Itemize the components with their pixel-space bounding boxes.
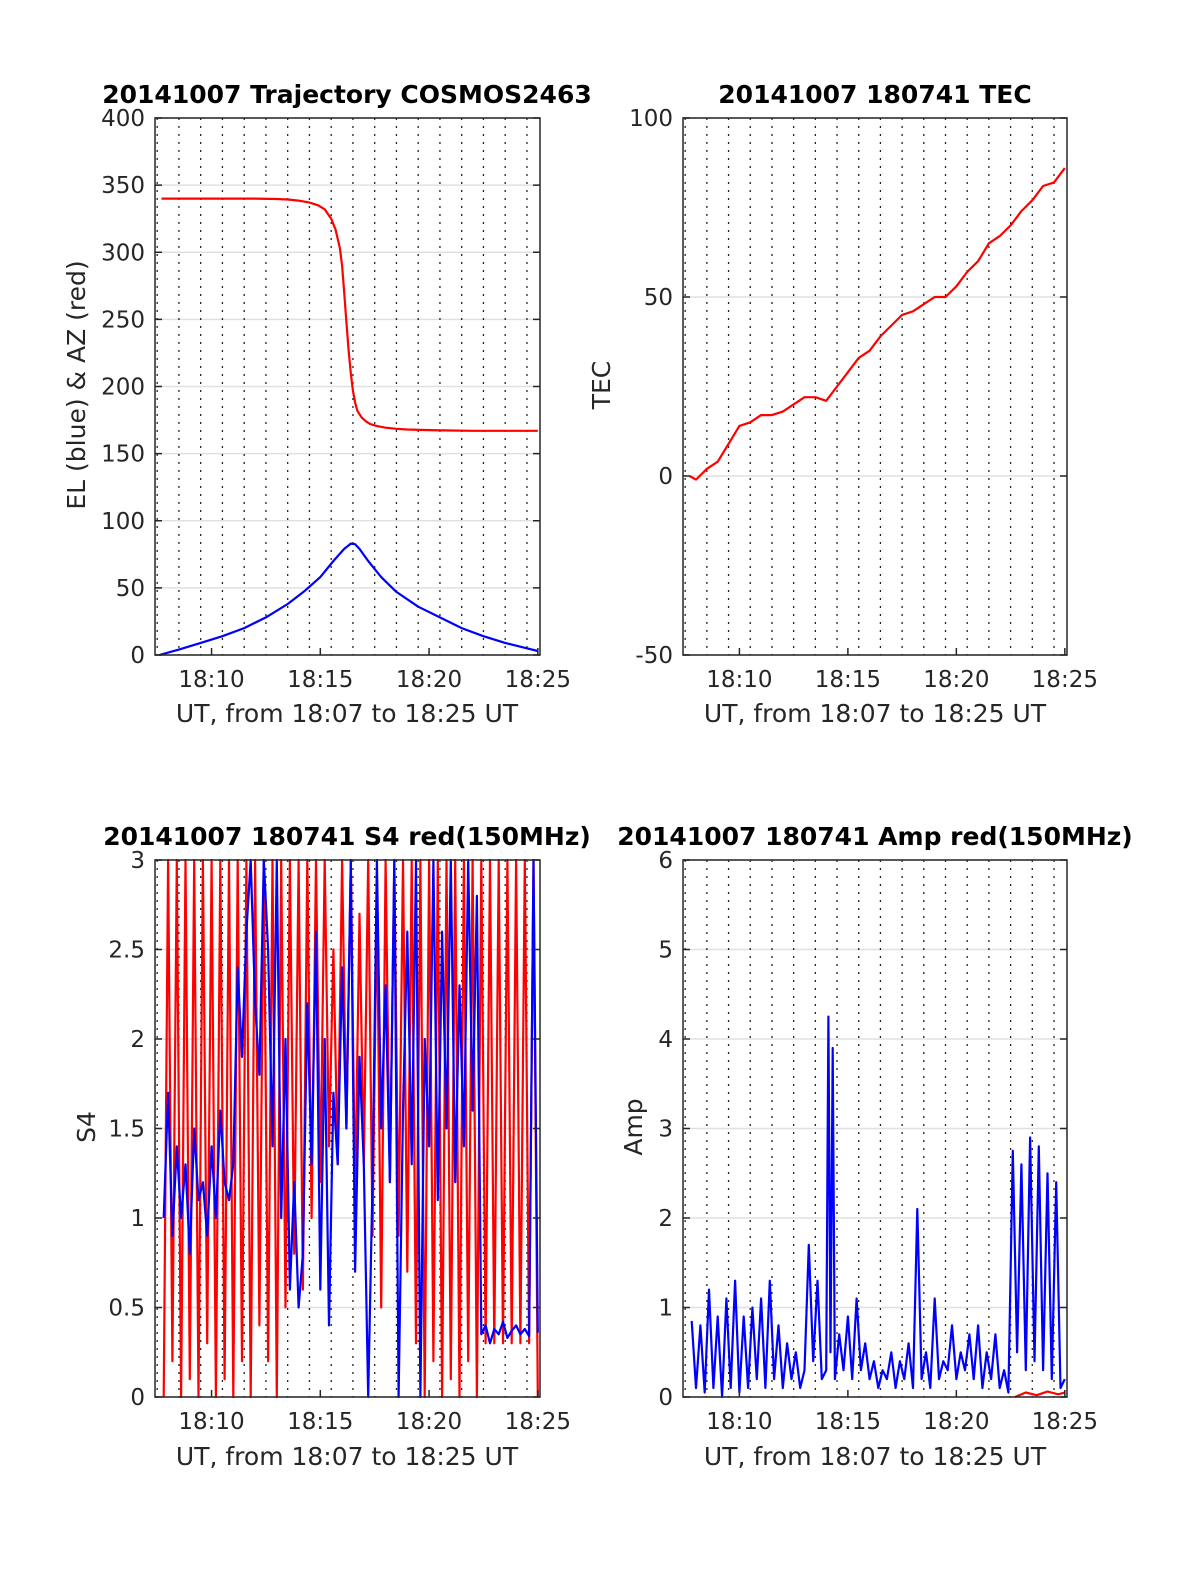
y-tick-label: 0.5	[108, 1296, 145, 1322]
amp-chart: 20141007 180741 Amp red(150MHz) UT, from…	[617, 822, 1133, 1471]
y-axis-label: TEC	[587, 361, 616, 411]
x-tick-label: 18:25	[505, 667, 571, 693]
x-tick-label: 18:10	[178, 1409, 244, 1435]
x-tick-label: 18:10	[706, 1409, 772, 1435]
y-tick-label: 4	[658, 1027, 673, 1053]
x-axis-label: UT, from 18:07 to 18:25 UT	[704, 699, 1047, 728]
x-tick-label: 18:20	[923, 1409, 989, 1435]
y-tick-label: -50	[635, 643, 673, 669]
y-axis-label: EL (blue) & AZ (red)	[62, 260, 91, 509]
trajectory-chart: 20141007 Trajectory COSMOS2463 UT, from …	[62, 80, 592, 728]
s4-chart: 20141007 180741 S4 red(150MHz) UT, from …	[72, 822, 591, 1471]
series-line-0	[688, 167, 1066, 481]
chart-title: 20141007 Trajectory COSMOS2463	[102, 80, 592, 109]
y-axis-label: S4	[72, 1111, 101, 1143]
y-tick-label: 300	[101, 240, 145, 266]
chart-title: 20141007 180741 Amp red(150MHz)	[617, 822, 1133, 851]
x-tick-label: 18:10	[706, 667, 772, 693]
x-tick-label: 18:15	[287, 1409, 353, 1435]
y-tick-label: 2	[130, 1027, 145, 1053]
y-tick-label: 0	[130, 643, 145, 669]
y-tick-label: 2	[658, 1206, 673, 1232]
series-line-0	[161, 197, 538, 432]
y-tick-label: 1	[658, 1296, 673, 1322]
y-axis-label: Amp	[619, 1098, 648, 1155]
series-line-1	[159, 542, 539, 657]
x-axis-label: UT, from 18:07 to 18:25 UT	[176, 1442, 519, 1471]
x-tick-label: 18:15	[815, 1409, 881, 1435]
series-line-1	[1014, 1390, 1066, 1399]
x-tick-label: 18:20	[396, 667, 462, 693]
y-tick-label: 0	[130, 1385, 145, 1411]
x-tick-label: 18:20	[396, 1409, 462, 1435]
y-tick-label: 150	[101, 442, 145, 468]
x-tick-label: 18:25	[505, 1409, 571, 1435]
x-tick-label: 18:20	[923, 667, 989, 693]
y-tick-label: 5	[658, 938, 673, 964]
y-tick-label: 3	[130, 848, 145, 874]
y-tick-label: 400	[101, 106, 145, 132]
y-tick-label: 100	[629, 106, 673, 132]
y-tick-label: 0	[658, 1385, 673, 1411]
axes-frame	[682, 117, 1068, 656]
y-tick-label: 1.5	[108, 1117, 145, 1143]
x-tick-label: 18:25	[1032, 1409, 1098, 1435]
y-tick-label: 250	[101, 307, 145, 333]
y-tick-label: 50	[116, 576, 145, 602]
y-tick-label: 3	[658, 1117, 673, 1143]
series-line-0	[690, 1015, 1066, 1399]
x-axis-label: UT, from 18:07 to 18:25 UT	[704, 1442, 1047, 1471]
x-tick-label: 18:10	[178, 667, 244, 693]
tec-chart: 20141007 180741 TEC UT, from 18:07 to 18…	[587, 80, 1098, 728]
chart-title: 20141007 180741 S4 red(150MHz)	[103, 822, 591, 851]
plot-area	[683, 118, 1067, 655]
y-tick-label: 350	[101, 173, 145, 199]
y-tick-label: 50	[644, 285, 673, 311]
x-tick-label: 18:15	[287, 667, 353, 693]
y-tick-label: 0	[658, 464, 673, 490]
y-tick-label: 2.5	[108, 938, 145, 964]
y-tick-label: 200	[101, 375, 145, 401]
x-tick-label: 18:25	[1032, 667, 1098, 693]
y-tick-label: 100	[101, 509, 145, 535]
x-axis-label: UT, from 18:07 to 18:25 UT	[176, 699, 519, 728]
chart-title: 20141007 180741 TEC	[718, 80, 1031, 109]
y-tick-label: 1	[130, 1206, 145, 1232]
y-tick-label: 6	[658, 848, 673, 874]
x-tick-label: 18:15	[815, 667, 881, 693]
